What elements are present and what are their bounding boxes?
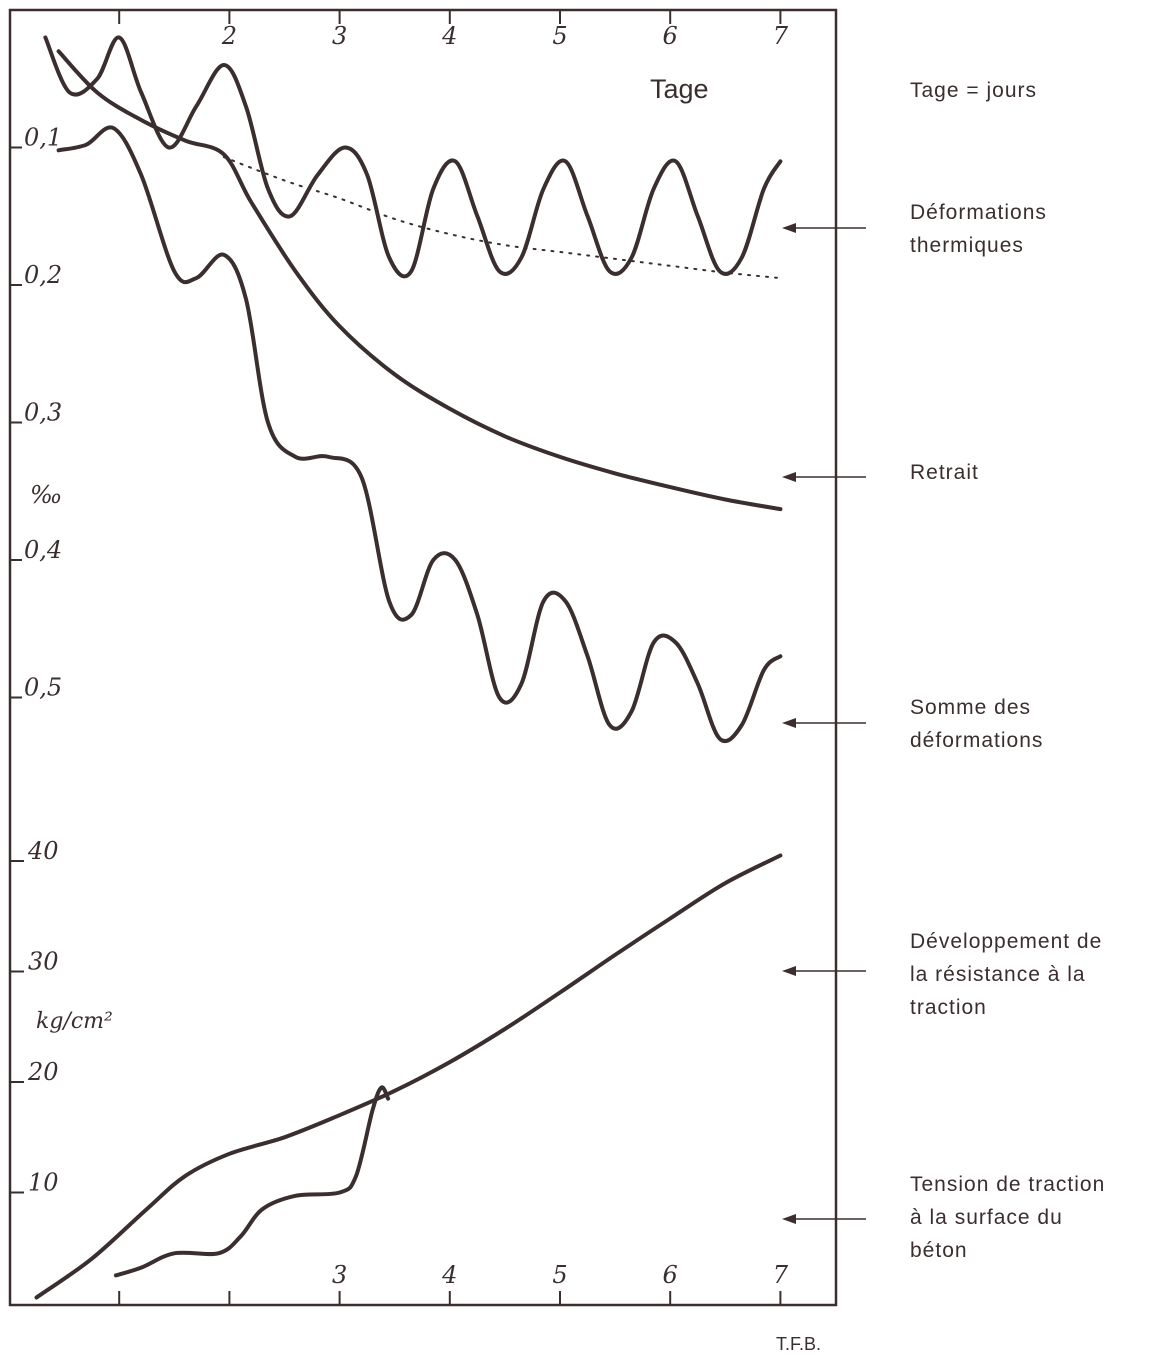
legend-arrow-head [782, 1214, 796, 1224]
credit-label: T.F.B. [776, 1334, 822, 1354]
series-line-2 [56, 49, 783, 512]
x-bottom-tick-label: 5 [552, 1261, 567, 1289]
x-bottom-tick-label: 7 [773, 1261, 789, 1289]
svg-text:‰: ‰ [30, 481, 62, 509]
plot-frame [8, 8, 838, 1307]
legend-thermal-deformations: Déformations thermiques [910, 201, 1047, 257]
legend-tensile-strength: Développement de la résistance à la trac… [910, 930, 1103, 1019]
legend-surface-tensile-stress: Tension de traction à la surface du béto… [910, 1173, 1106, 1262]
series-line-3 [56, 125, 783, 744]
x-bottom-tick-label: 6 [663, 1261, 678, 1289]
y-upper-tick-label: 0,3 [24, 399, 62, 427]
upper-unit-label: ‰ [30, 481, 62, 509]
x-top-tick-label: 3 [332, 22, 347, 50]
legend-total-deformations: Somme des déformations [910, 696, 1044, 752]
legend-shrinkage: Retrait [910, 461, 979, 484]
y-lower-tick-label: 40 [27, 837, 59, 865]
series-line-4 [34, 853, 783, 1300]
x-top-tick-label: 5 [552, 22, 567, 50]
x-top-tick-label: 7 [773, 22, 789, 50]
y-lower-tick-label: 10 [28, 1169, 59, 1197]
x-top-tick-label: 4 [441, 22, 457, 50]
legend-arrow-head [782, 718, 796, 728]
legend-arrow-head [782, 966, 796, 976]
series-line-1 [222, 156, 782, 280]
lower-unit-label: kg/cm² [36, 1009, 113, 1034]
y-upper-tick-label: 0,4 [24, 536, 62, 564]
y-lower-tick-label: 20 [27, 1058, 59, 1086]
y-upper-tick-label: 0,5 [24, 674, 62, 702]
x-axis-title: Tage [650, 74, 709, 104]
svg-text:kg/cm²: kg/cm² [36, 1009, 113, 1034]
x-bottom-tick-label: 4 [441, 1261, 457, 1289]
x-top-tick-label: 6 [663, 22, 678, 50]
y-lower-tick-label: 30 [28, 948, 59, 976]
series-line-5 [113, 1085, 391, 1278]
legend-arrow-head [782, 472, 796, 482]
x-bottom-tick-label: 3 [332, 1261, 347, 1289]
x-top-tick-label: 2 [221, 22, 237, 50]
legend-arrow-head [782, 223, 796, 233]
y-upper-tick-label: 0,2 [24, 261, 62, 289]
y-upper-tick-label: 0,1 [24, 124, 62, 152]
legend-days-note: Tage = jours [910, 79, 1037, 102]
